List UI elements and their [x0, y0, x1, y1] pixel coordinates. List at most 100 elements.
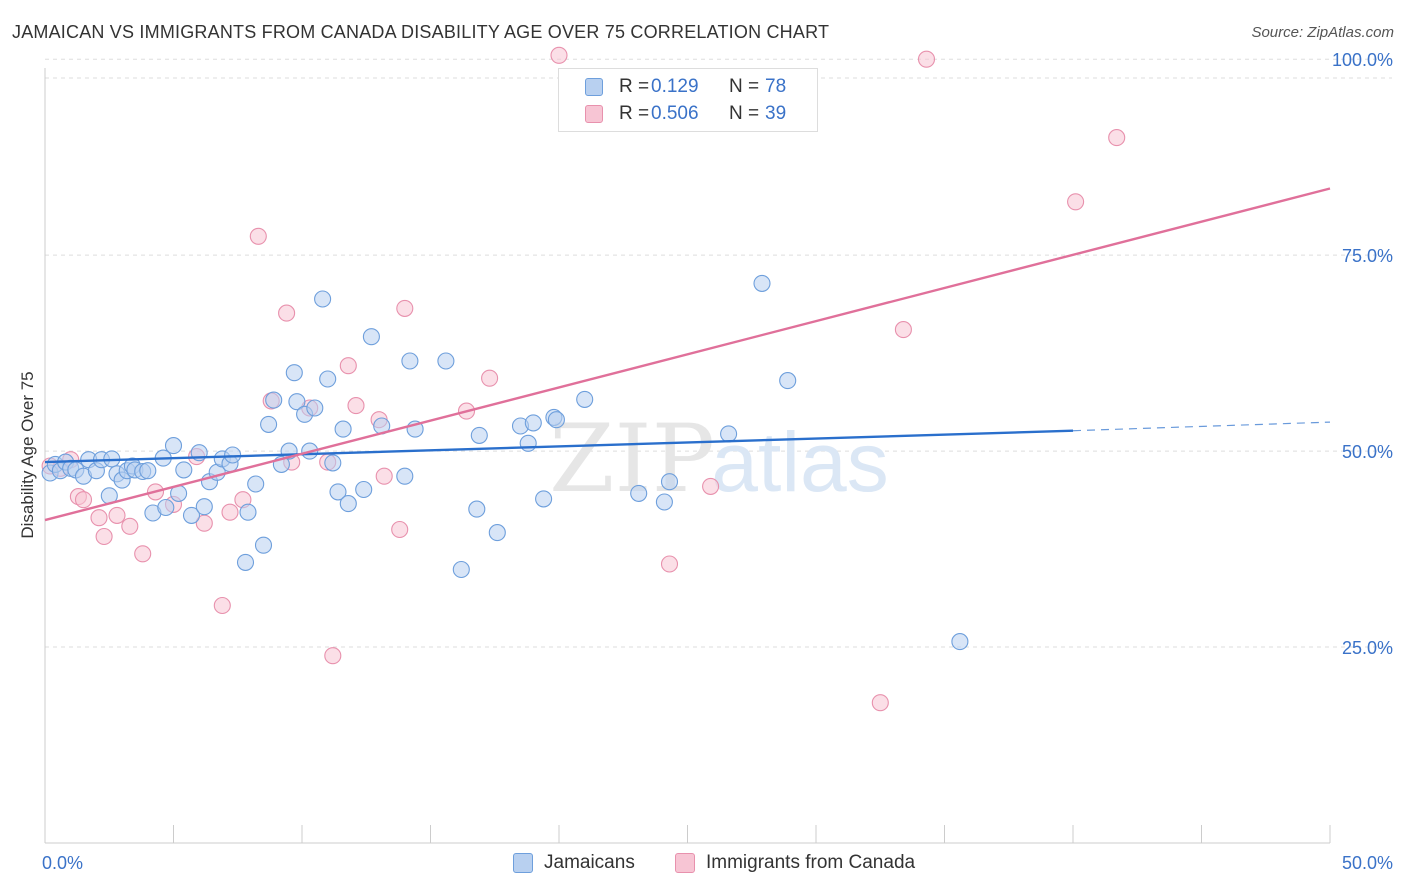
data-point — [306, 399, 324, 417]
data-point — [951, 633, 969, 651]
data-point — [655, 493, 673, 511]
data-point — [355, 480, 373, 499]
data-point — [524, 414, 542, 432]
data-point — [339, 495, 357, 513]
data-point — [391, 520, 409, 539]
data-point — [314, 290, 332, 308]
trend-line-pink — [44, 187, 1331, 522]
legend-swatch-blue — [585, 78, 603, 96]
r-label: R = — [619, 103, 650, 124]
data-point — [894, 321, 912, 339]
data-point — [576, 390, 594, 408]
data-point — [720, 425, 738, 443]
data-point — [1108, 129, 1126, 147]
x-tick-label: 0.0% — [42, 853, 83, 873]
legend-item-jamaicans[interactable]: Jamaicans — [513, 852, 635, 874]
legend-label: Immigrants from Canada — [706, 852, 916, 873]
y-tick-label: 25.0% — [1342, 638, 1393, 658]
r-label: R = — [619, 76, 650, 97]
data-point — [470, 426, 488, 444]
data-point — [74, 491, 93, 509]
data-point — [90, 509, 108, 527]
data-point — [157, 498, 175, 517]
data-point — [437, 352, 455, 370]
y-tick-label: 75.0% — [1342, 246, 1393, 266]
legend-item-immigrants-from-canada[interactable]: Immigrants from Canada — [675, 852, 915, 874]
n-value: 39 — [765, 103, 787, 124]
y-axis-label: Disability Age Over 75 — [18, 371, 37, 539]
data-point — [535, 490, 553, 508]
data-point — [260, 415, 278, 433]
watermark: ZIP atlas — [549, 405, 889, 514]
data-point — [401, 352, 419, 370]
n-label: N = — [729, 76, 760, 97]
source-credit: Source: ZipAtlas.com — [1251, 24, 1394, 41]
data-point — [139, 462, 157, 480]
data-point — [195, 498, 213, 516]
data-point — [324, 454, 342, 472]
data-point — [254, 536, 273, 554]
correlation-legend: R = 0.129 N = 78 R = 0.506 N = 39 — [558, 68, 818, 132]
data-point — [278, 304, 296, 322]
legend-swatch-pink — [585, 105, 603, 123]
series-immigrants-from-canada — [41, 46, 1126, 712]
data-point — [95, 527, 113, 546]
data-point — [375, 467, 393, 485]
trend-line-extension — [1072, 421, 1331, 432]
data-point — [239, 503, 257, 521]
data-point — [488, 524, 506, 542]
trend-lines — [44, 187, 1331, 522]
data-point — [213, 596, 231, 615]
legend-row-immigrants: R = 0.506 N = 39 — [585, 102, 786, 126]
data-point — [247, 475, 265, 493]
data-point — [221, 503, 239, 521]
data-point — [660, 555, 679, 573]
data-point — [249, 227, 267, 245]
data-point — [452, 560, 470, 579]
legend-swatch-pink — [675, 853, 695, 873]
r-value: 0.129 — [651, 76, 699, 97]
data-point — [175, 461, 193, 479]
x-tick-label: 50.0% — [1342, 853, 1393, 873]
data-point — [547, 411, 565, 429]
data-point — [265, 391, 283, 409]
data-point — [702, 477, 720, 495]
data-point — [1067, 193, 1085, 211]
data-point — [396, 299, 414, 317]
data-point — [630, 484, 648, 502]
y-tick-label: 50.0% — [1342, 442, 1393, 462]
data-point — [236, 553, 255, 571]
legend-swatch-blue — [513, 853, 533, 873]
chart-title: JAMAICAN VS IMMIGRANTS FROM CANADA DISAB… — [12, 22, 830, 42]
data-point — [134, 545, 152, 563]
data-point — [324, 647, 342, 665]
series-legend: Jamaicans Immigrants from Canada — [0, 852, 1406, 878]
trend-line-blue — [44, 429, 1074, 464]
data-point — [319, 370, 337, 388]
data-point — [108, 506, 126, 524]
data-point — [550, 46, 568, 64]
data-point — [917, 50, 936, 68]
axes — [44, 68, 1331, 844]
data-point — [121, 517, 139, 535]
data-point — [329, 483, 347, 501]
y-tick-label: 100.0% — [1332, 50, 1393, 70]
legend-label: Jamaicans — [544, 852, 635, 873]
data-point — [660, 473, 679, 491]
n-value: 78 — [765, 76, 787, 97]
watermark-atlas: atlas — [711, 415, 888, 509]
data-point — [481, 369, 499, 387]
data-point — [339, 357, 357, 375]
data-point — [396, 467, 414, 485]
data-point — [871, 694, 889, 712]
data-point — [334, 420, 352, 438]
data-point — [182, 506, 201, 524]
legend-row-jamaicans: R = 0.129 N = 78 — [585, 75, 786, 99]
data-point — [164, 437, 183, 455]
data-point — [362, 328, 380, 346]
data-point — [347, 397, 365, 415]
data-point — [285, 364, 303, 382]
tick-labels: 25.0% 50.0% 75.0% 100.0% 0.0% 50.0% — [42, 50, 1393, 873]
data-point — [519, 434, 537, 452]
